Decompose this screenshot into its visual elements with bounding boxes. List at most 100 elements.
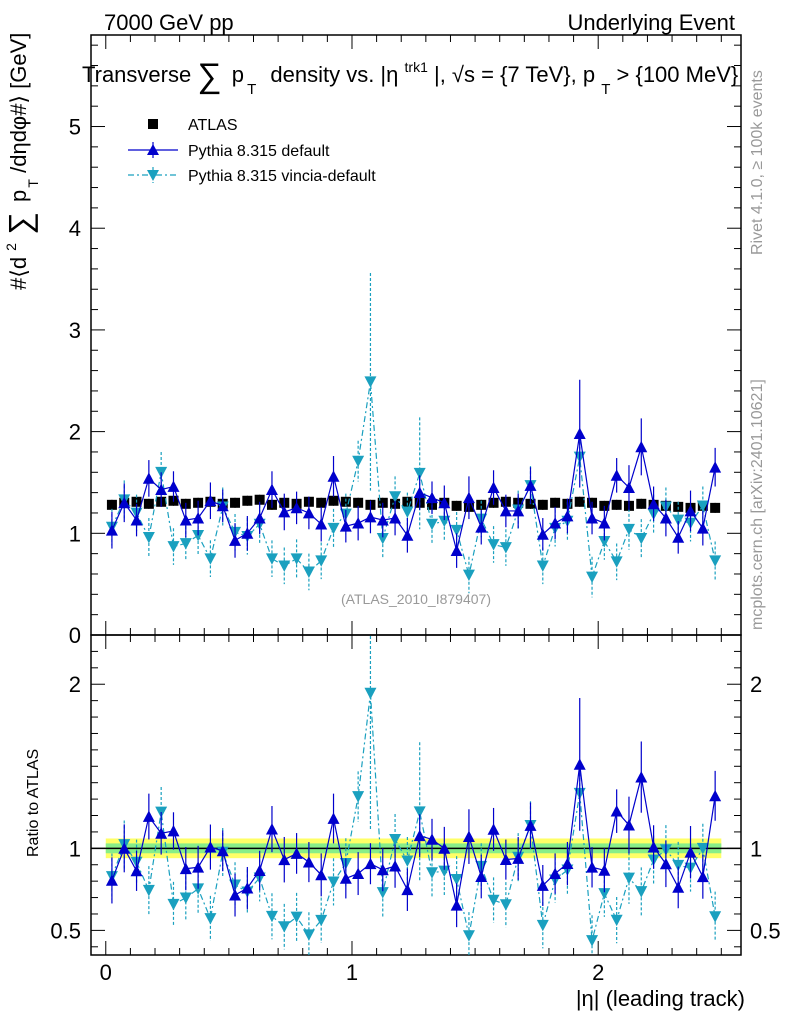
default-point bbox=[401, 529, 414, 541]
ratio-vincia-point bbox=[167, 898, 180, 911]
default-point bbox=[426, 491, 439, 504]
default-point bbox=[462, 491, 475, 504]
atlas-point bbox=[451, 500, 462, 511]
default-point bbox=[253, 512, 266, 524]
default-point bbox=[549, 517, 562, 529]
default-point bbox=[364, 511, 377, 523]
ratio-default-point bbox=[155, 827, 168, 839]
ratio-vincia-point bbox=[290, 911, 303, 924]
ratio-default-point bbox=[192, 861, 205, 873]
default-point bbox=[647, 497, 660, 510]
default-point bbox=[339, 520, 352, 532]
ratio-default-point bbox=[512, 852, 525, 864]
header-right: Underlying Event bbox=[567, 10, 735, 35]
vincia-point bbox=[265, 553, 278, 565]
default-point bbox=[278, 505, 291, 518]
default-point bbox=[536, 528, 549, 540]
atlas-point bbox=[106, 499, 117, 510]
ratio-default-point bbox=[265, 823, 278, 835]
ratio-default-point bbox=[389, 860, 402, 872]
ratio-default-point bbox=[622, 819, 635, 831]
ratio-vincia-point bbox=[622, 872, 635, 885]
ratio-default-point bbox=[339, 872, 352, 884]
default-point bbox=[709, 461, 722, 473]
ratio-y-tick-label-right: 0.5 bbox=[750, 918, 781, 943]
ratio-default-point bbox=[598, 864, 611, 876]
ratio-default-point bbox=[315, 868, 328, 881]
ratio-vincia-point bbox=[672, 859, 685, 872]
ratio-default-point bbox=[142, 810, 155, 822]
default-point bbox=[512, 504, 525, 517]
atlas-point bbox=[242, 495, 253, 506]
ratio-default-point bbox=[586, 861, 599, 873]
ratio-plot-series bbox=[105, 635, 722, 955]
vincia-point bbox=[290, 553, 303, 565]
atlas-point bbox=[143, 498, 154, 509]
default-point bbox=[450, 544, 463, 556]
ratio-default-point bbox=[167, 824, 180, 837]
ratio-vincia-point bbox=[401, 855, 414, 867]
vincia-line bbox=[111, 381, 716, 578]
chart-title: Transverse ∑ p T density vs. |η trk1 |, … bbox=[82, 52, 738, 99]
default-point bbox=[155, 483, 168, 495]
atlas-point bbox=[476, 499, 487, 510]
ratio-default-point bbox=[487, 823, 500, 835]
ratio-default-point bbox=[364, 857, 377, 870]
analysis-tag: (ATLAS_2010_I879407) bbox=[341, 591, 491, 607]
vincia-point bbox=[302, 566, 315, 578]
ratio-default-point bbox=[130, 864, 143, 877]
default-point bbox=[659, 512, 672, 524]
vincia-point bbox=[635, 532, 648, 545]
legend-label-vincia: Pythia 8.315 vincia-default bbox=[188, 168, 376, 185]
rivet-version-label: Rivet 4.1.0, ≥ 100k events bbox=[749, 70, 766, 255]
ratio-vincia-point bbox=[709, 911, 722, 923]
default-point bbox=[142, 472, 155, 484]
y-tick-label: 5 bbox=[69, 115, 81, 140]
atlas-point bbox=[353, 497, 364, 508]
ratio-vincia-point bbox=[179, 892, 192, 904]
ratio-default-point bbox=[709, 789, 722, 802]
default-point bbox=[561, 510, 574, 522]
vincia-point bbox=[426, 518, 439, 531]
x-axis-label: |η| (leading track) bbox=[576, 986, 745, 1011]
ratio-default-point bbox=[401, 883, 414, 896]
default-point bbox=[105, 524, 118, 536]
default-point bbox=[118, 496, 131, 509]
default-point bbox=[204, 494, 217, 507]
ratio-vincia-point bbox=[499, 899, 512, 911]
ratio-vincia-point bbox=[142, 884, 155, 897]
atlas-point bbox=[254, 494, 265, 505]
header-left: 7000 GeV pp bbox=[104, 10, 234, 35]
vincia-point bbox=[696, 500, 709, 512]
default-point bbox=[216, 499, 229, 512]
ratio-default-point bbox=[352, 867, 365, 879]
ratio-vincia-point bbox=[278, 921, 291, 933]
ratio-vincia-point bbox=[376, 887, 389, 899]
ratio-vincia-point bbox=[696, 842, 709, 855]
vincia-point bbox=[487, 539, 500, 551]
ratio-default-point bbox=[216, 844, 229, 857]
default-point bbox=[438, 496, 451, 509]
legend-label-atlas: ATLAS bbox=[188, 117, 238, 134]
default-point bbox=[635, 440, 648, 453]
ratio-default-point bbox=[684, 846, 697, 858]
ratio-y-axis-label: Ratio to ATLAS bbox=[25, 749, 42, 857]
ratio-default-point bbox=[179, 862, 192, 875]
ratio-vincia-point bbox=[536, 919, 549, 932]
default-point bbox=[499, 504, 512, 517]
ratio-vincia-point bbox=[438, 865, 451, 878]
vincia-point bbox=[401, 506, 414, 518]
default-point bbox=[586, 512, 599, 524]
default-point bbox=[376, 514, 389, 526]
ratio-vincia-point bbox=[315, 914, 328, 927]
ratio-y-tick-label-right: 2 bbox=[750, 672, 762, 697]
ratio-plot-frame bbox=[90, 634, 742, 956]
y-tick-label: 2 bbox=[69, 420, 81, 445]
vincia-point bbox=[352, 455, 365, 468]
ratio-vincia-point bbox=[586, 935, 599, 947]
ratio-default-point bbox=[278, 853, 291, 866]
ratio-vincia-point bbox=[389, 834, 402, 846]
default-point bbox=[672, 531, 685, 543]
ratio-vincia-point bbox=[635, 886, 648, 898]
default-point bbox=[327, 470, 340, 482]
